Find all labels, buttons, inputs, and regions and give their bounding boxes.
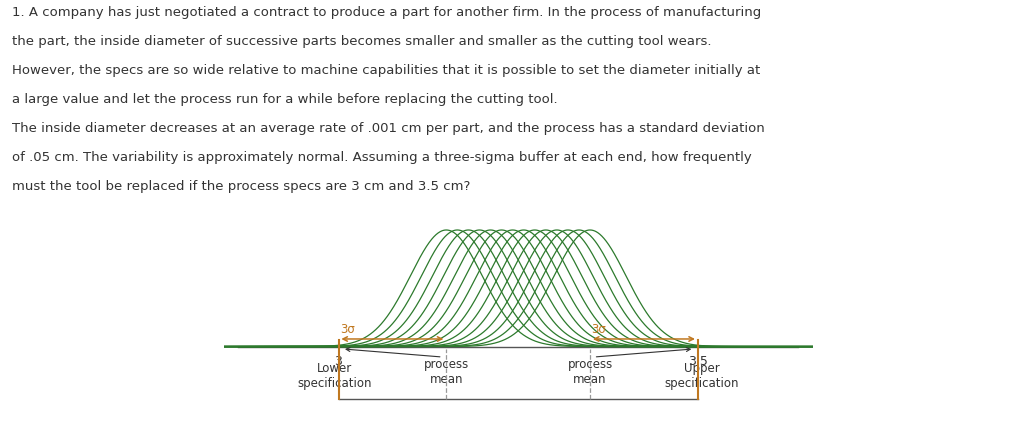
Text: a large value and let the process run for a while before replacing the cutting t: a large value and let the process run fo… [12, 93, 558, 106]
Text: Upper
specification: Upper specification [664, 362, 739, 390]
Text: The inside diameter decreases at an average rate of .001 cm per part, and the pr: The inside diameter decreases at an aver… [12, 122, 765, 135]
Text: of .05 cm. The variability is approximately normal. Assuming a three-sigma buffe: of .05 cm. The variability is approximat… [12, 151, 752, 164]
Text: Lower
specification: Lower specification [298, 362, 372, 390]
Text: 3: 3 [334, 355, 342, 368]
Text: process
mean: process mean [567, 358, 613, 386]
Text: 3σ: 3σ [340, 323, 355, 336]
Text: However, the specs are so wide relative to machine capabilities that it is possi: However, the specs are so wide relative … [12, 64, 760, 77]
Text: 1. A company has just negotiated a contract to produce a part for another firm. : 1. A company has just negotiated a contr… [12, 6, 761, 20]
Text: process
mean: process mean [424, 358, 469, 386]
Text: 3.5: 3.5 [688, 355, 708, 368]
Text: must the tool be replaced if the process specs are 3 cm and 3.5 cm?: must the tool be replaced if the process… [12, 180, 470, 193]
Text: 3σ: 3σ [591, 323, 607, 336]
Text: the part, the inside diameter of successive parts becomes smaller and smaller as: the part, the inside diameter of success… [12, 35, 711, 48]
